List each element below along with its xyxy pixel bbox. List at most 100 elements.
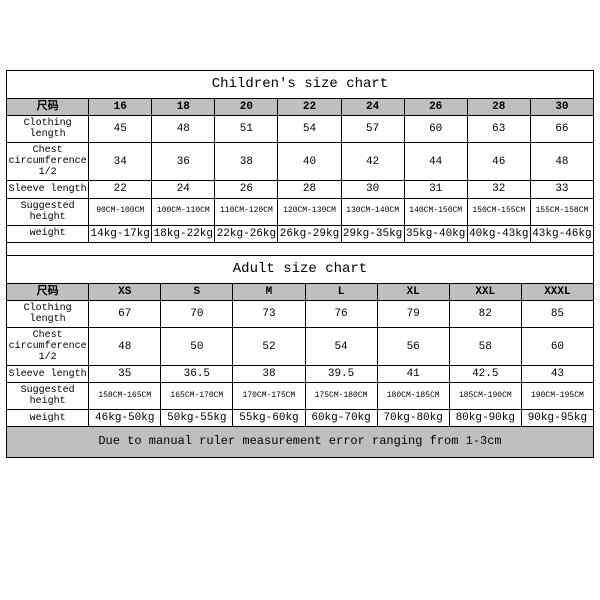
adult-size-6: XXXL (521, 284, 593, 301)
cell: 35kg-40kg (404, 225, 467, 242)
cell: 51 (215, 116, 278, 143)
table-row: Sleeve length 22 24 26 28 30 31 32 33 (7, 181, 594, 198)
cell: 14kg-17kg (89, 225, 152, 242)
cell: 120CM-130CM (278, 198, 341, 225)
adult-title: Adult size chart (7, 255, 594, 283)
cell: 70kg-80kg (377, 410, 449, 427)
cell: 38 (233, 366, 305, 383)
row-label: Chest circumference 1/2 (7, 328, 89, 366)
cell: 46 (467, 143, 530, 181)
cell: 33 (530, 181, 593, 198)
cell: 24 (152, 181, 215, 198)
table-row: Suggested height 158CM-165CM 165CM-170CM… (7, 383, 594, 410)
cell: 50 (161, 328, 233, 366)
row-label: Chest circumference 1/2 (7, 143, 89, 181)
adult-size-5: XXL (449, 284, 521, 301)
cell: 76 (305, 301, 377, 328)
cell: 41 (377, 366, 449, 383)
cell: 175CM-180CM (305, 383, 377, 410)
cell: 54 (278, 116, 341, 143)
cell: 31 (404, 181, 467, 198)
cell: 30 (341, 181, 404, 198)
cell: 26 (215, 181, 278, 198)
cell: 150CM-155CM (467, 198, 530, 225)
cell: 70 (161, 301, 233, 328)
cell: 155CM-158CM (530, 198, 593, 225)
cell: 67 (89, 301, 161, 328)
row-label: weight (7, 225, 89, 242)
cell: 43 (521, 366, 593, 383)
cell: 60kg-70kg (305, 410, 377, 427)
children-size-5: 26 (404, 99, 467, 116)
cell: 130CM-140CM (341, 198, 404, 225)
table-row: Sleeve length 35 36.5 38 39.5 41 42.5 43 (7, 366, 594, 383)
cell: 40kg-43kg (467, 225, 530, 242)
cell: 85 (521, 301, 593, 328)
children-size-1: 18 (152, 99, 215, 116)
cell: 82 (449, 301, 521, 328)
table-row: weight 14kg-17kg 18kg-22kg 22kg-26kg 26k… (7, 225, 594, 242)
cell: 18kg-22kg (152, 225, 215, 242)
children-label-head: 尺码 (7, 99, 89, 116)
cell: 55kg-60kg (233, 410, 305, 427)
cell: 42.5 (449, 366, 521, 383)
row-label: Suggested height (7, 198, 89, 225)
cell: 48 (89, 328, 161, 366)
cell: 35 (89, 366, 161, 383)
row-label: Suggested height (7, 383, 89, 410)
cell: 34 (89, 143, 152, 181)
cell: 140CM-150CM (404, 198, 467, 225)
cell: 50kg-55kg (161, 410, 233, 427)
cell: 170CM-175CM (233, 383, 305, 410)
cell: 63 (467, 116, 530, 143)
cell: 48 (152, 116, 215, 143)
cell: 54 (305, 328, 377, 366)
note-row: Due to manual ruler measurement error ra… (7, 427, 594, 457)
cell: 57 (341, 116, 404, 143)
children-size-7: 30 (530, 99, 593, 116)
table-row: Clothing length 45 48 51 54 57 60 63 66 (7, 116, 594, 143)
children-header-row: 尺码 16 18 20 22 24 26 28 30 (7, 99, 594, 116)
children-size-6: 28 (467, 99, 530, 116)
cell: 100CM-110CM (152, 198, 215, 225)
table-row: weight 46kg-50kg 50kg-55kg 55kg-60kg 60k… (7, 410, 594, 427)
cell: 29kg-35kg (341, 225, 404, 242)
row-label: Clothing length (7, 301, 89, 328)
cell: 190CM-195CM (521, 383, 593, 410)
table-row: Clothing length 67 70 73 76 79 82 85 (7, 301, 594, 328)
cell: 38 (215, 143, 278, 181)
children-size-4: 24 (341, 99, 404, 116)
cell: 60 (404, 116, 467, 143)
table-row: Suggested height 90CM-100CM 100CM-110CM … (7, 198, 594, 225)
adult-size-3: L (305, 284, 377, 301)
table-row: Chest circumference 1/2 48 50 52 54 56 5… (7, 328, 594, 366)
row-label: weight (7, 410, 89, 427)
cell: 185CM-190CM (449, 383, 521, 410)
row-label: Sleeve length (7, 181, 89, 198)
children-title: Children's size chart (7, 71, 594, 99)
cell: 110CM-120CM (215, 198, 278, 225)
cell: 90kg-95kg (521, 410, 593, 427)
measurement-note: Due to manual ruler measurement error ra… (7, 427, 594, 457)
cell: 39.5 (305, 366, 377, 383)
children-size-3: 22 (278, 99, 341, 116)
adult-size-4: XL (377, 284, 449, 301)
adult-header-row: 尺码 XS S M L XL XXL XXXL (7, 284, 594, 301)
cell: 56 (377, 328, 449, 366)
cell: 45 (89, 116, 152, 143)
adult-size-table: Adult size chart 尺码 XS S M L XL XXL XXXL… (6, 255, 594, 458)
children-size-0: 16 (89, 99, 152, 116)
cell: 26kg-29kg (278, 225, 341, 242)
spacer (7, 242, 594, 255)
cell: 48 (530, 143, 593, 181)
cell: 90CM-100CM (89, 198, 152, 225)
cell: 22 (89, 181, 152, 198)
cell: 66 (530, 116, 593, 143)
cell: 60 (521, 328, 593, 366)
cell: 165CM-170CM (161, 383, 233, 410)
cell: 22kg-26kg (215, 225, 278, 242)
table-row: Chest circumference 1/2 34 36 38 40 42 4… (7, 143, 594, 181)
cell: 44 (404, 143, 467, 181)
cell: 180CM-185CM (377, 383, 449, 410)
cell: 73 (233, 301, 305, 328)
